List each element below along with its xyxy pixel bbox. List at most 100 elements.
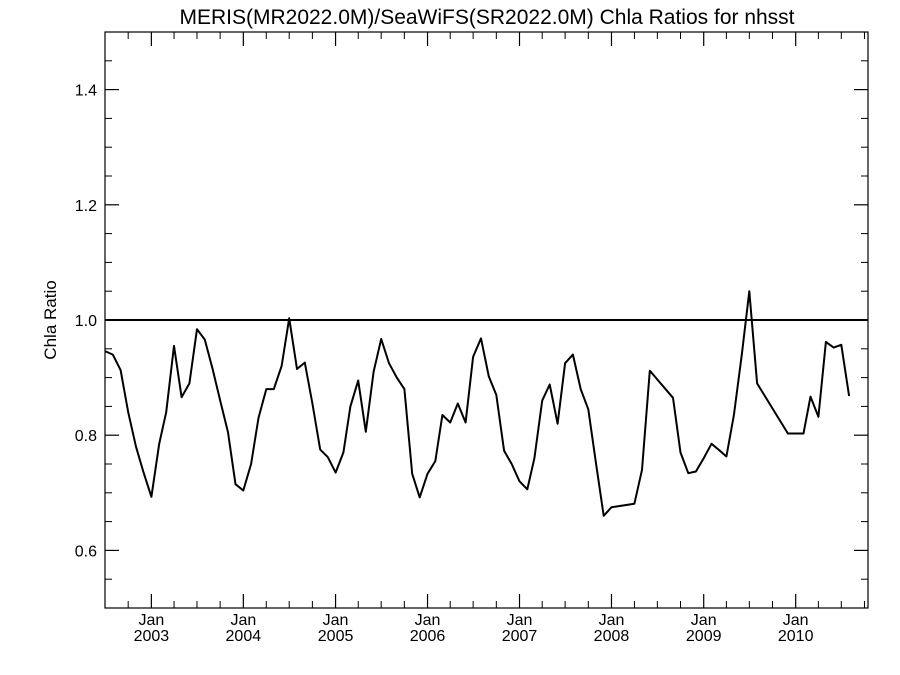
x-tick-label-month: Jan	[415, 612, 441, 629]
data-point	[795, 433, 797, 435]
data-point	[595, 463, 597, 465]
y-tick-label: 0.8	[75, 428, 97, 445]
data-point	[388, 362, 390, 364]
data-point	[357, 380, 359, 382]
x-tick-label-month: Jan	[138, 612, 164, 629]
data-point	[135, 446, 137, 448]
data-point	[810, 396, 812, 398]
x-tick-label-year: 2007	[502, 628, 538, 645]
y-tick-label: 1.2	[75, 198, 97, 215]
data-point	[143, 472, 145, 474]
x-tick-label-year: 2004	[226, 628, 262, 645]
chart-title: MERIS(MR2022.0M)/SeaWiFS(SR2022.0M) Chla…	[179, 6, 794, 29]
data-point	[365, 431, 367, 433]
x-tick-label-month: Jan	[783, 612, 809, 629]
data-point	[403, 388, 405, 390]
data-point	[817, 416, 819, 418]
data-point	[434, 460, 436, 462]
data-point	[611, 506, 613, 508]
data-point	[718, 449, 720, 451]
x-tick-label-year: 2006	[410, 628, 446, 645]
data-point	[112, 354, 114, 356]
data-point	[580, 388, 582, 390]
data-point	[803, 433, 805, 435]
x-tick-label-month: Jan	[599, 612, 625, 629]
data-point	[541, 400, 543, 402]
series-line	[104, 290, 851, 517]
data-point	[349, 405, 351, 407]
data-point	[150, 496, 152, 498]
data-point	[304, 362, 306, 364]
data-point	[756, 382, 758, 384]
data-point	[373, 371, 375, 373]
x-tick-label-month: Jan	[230, 612, 256, 629]
data-point	[680, 452, 682, 454]
data-point	[427, 473, 429, 475]
data-point	[165, 411, 167, 413]
data-point	[204, 339, 206, 341]
x-tick-label-month: Jan	[691, 612, 717, 629]
data-point	[495, 394, 497, 396]
data-point	[419, 496, 421, 498]
x-tick-label-year: 2010	[778, 628, 814, 645]
data-point	[741, 354, 743, 356]
data-point	[273, 388, 275, 390]
data-point	[703, 457, 705, 459]
y-tick-label: 1.0	[75, 313, 97, 330]
data-point	[173, 345, 175, 347]
data-point	[572, 354, 574, 356]
data-point	[258, 417, 260, 419]
data-point	[449, 422, 451, 424]
data-point	[488, 375, 490, 377]
data-point	[549, 384, 551, 386]
data-point	[127, 411, 129, 413]
data-point	[219, 400, 221, 402]
data-point	[840, 344, 842, 346]
data-point	[787, 433, 789, 435]
data-point	[748, 290, 750, 292]
y-axis-label: Chla Ratio	[41, 280, 60, 359]
data-points	[104, 290, 850, 517]
data-point	[519, 480, 521, 482]
data-point	[227, 431, 229, 433]
data-point	[557, 423, 559, 425]
data-point	[158, 443, 160, 445]
data-point	[311, 403, 313, 405]
data-point	[825, 341, 827, 343]
data-point	[472, 356, 474, 358]
data-point	[587, 408, 589, 410]
data-point	[725, 456, 727, 458]
axis-ticks	[104, 31, 868, 609]
x-tick-label-year: 2009	[686, 628, 722, 645]
data-point	[480, 337, 482, 339]
data-point	[250, 463, 252, 465]
data-point	[319, 449, 321, 451]
data-point	[633, 503, 635, 505]
data-point	[848, 395, 850, 397]
data-point	[288, 317, 290, 319]
data-point	[733, 414, 735, 416]
data-point	[181, 396, 183, 398]
data-point	[327, 456, 329, 458]
x-tick-label-month: Jan	[507, 612, 533, 629]
data-point	[603, 515, 605, 517]
data-point	[235, 483, 237, 485]
y-tick-label: 0.6	[75, 543, 97, 560]
tick-labels: 0.60.81.01.21.4Jan2003Jan2004Jan2005Jan2…	[75, 83, 814, 645]
data-point	[212, 368, 214, 370]
x-tick-label-month: Jan	[323, 612, 349, 629]
x-tick-label-year: 2005	[318, 628, 354, 645]
data-point	[641, 469, 643, 471]
data-point	[672, 397, 674, 399]
data-point	[511, 463, 513, 465]
data-point	[380, 338, 382, 340]
data-point	[342, 452, 344, 454]
data-point	[281, 365, 283, 367]
data-point	[335, 472, 337, 474]
data-point	[441, 414, 443, 416]
data-point	[503, 450, 505, 452]
data-point	[242, 490, 244, 492]
x-tick-label-year: 2003	[134, 628, 170, 645]
data-point	[465, 422, 467, 424]
